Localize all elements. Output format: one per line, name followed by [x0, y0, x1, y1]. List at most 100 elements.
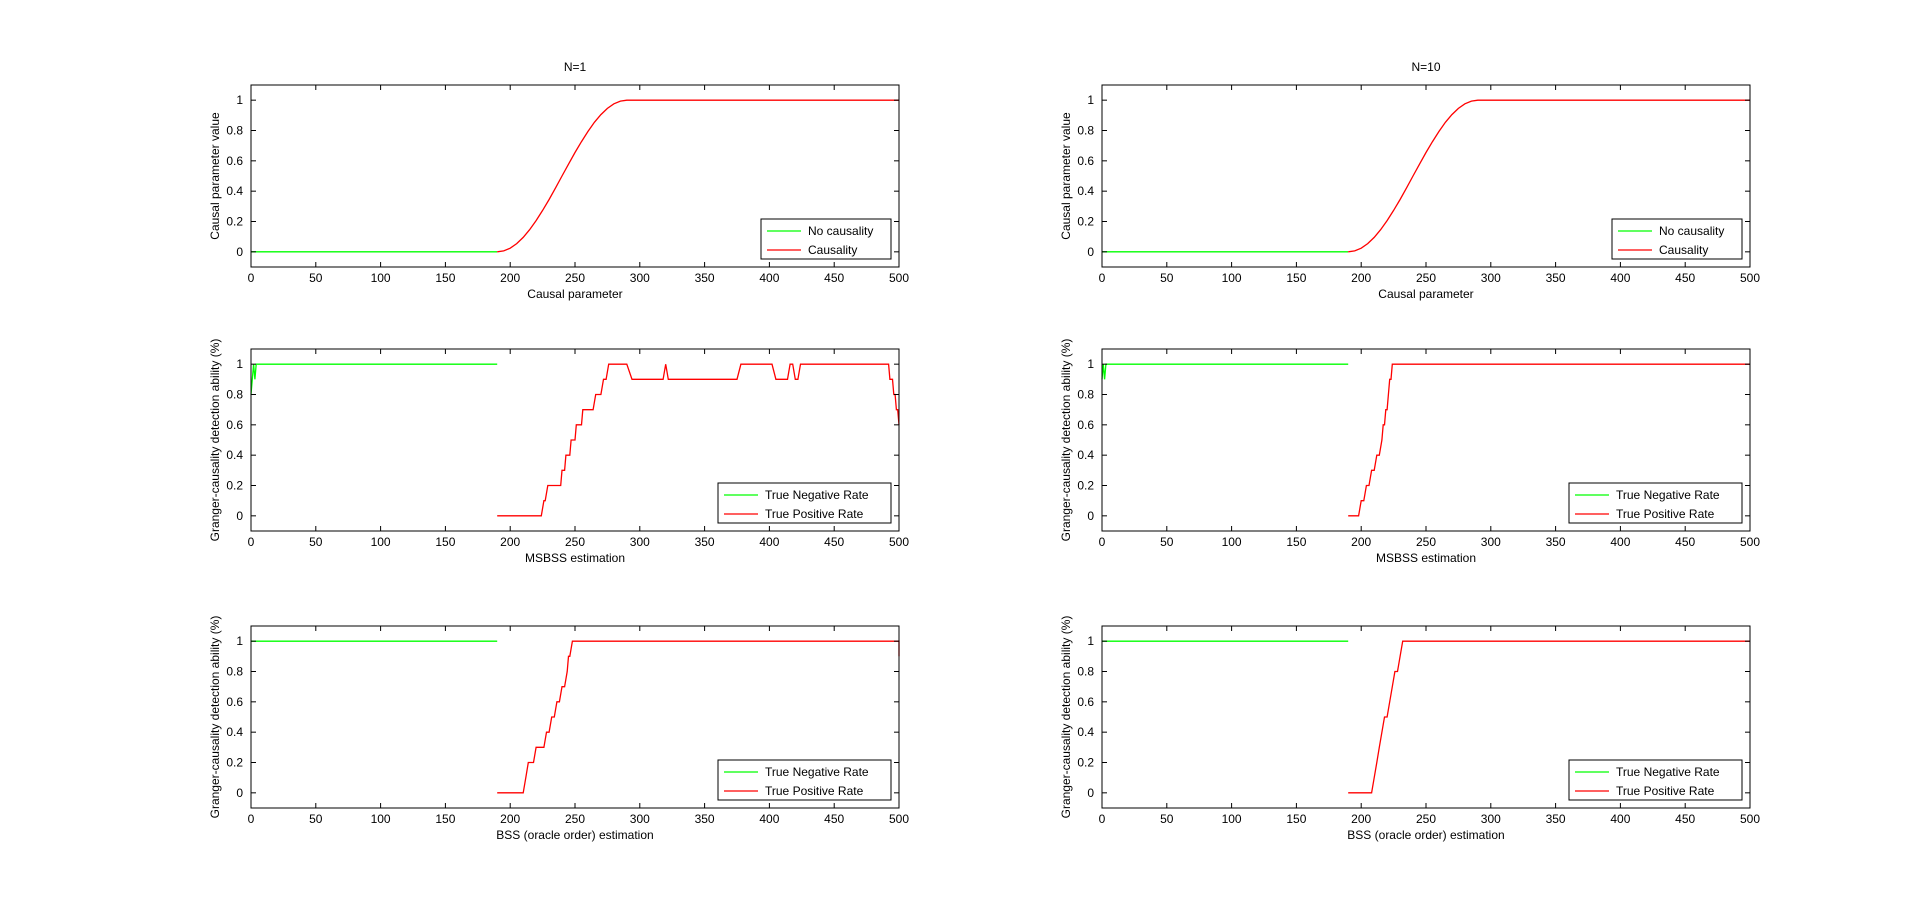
x-axis-label: Causal parameter [1378, 287, 1473, 301]
y-tick-label: 0 [236, 509, 243, 523]
x-axis-label: MSBSS estimation [1376, 551, 1476, 565]
series-line-red [1348, 363, 1750, 517]
y-axis-label: Granger-causality detection ability (%) [1059, 339, 1073, 542]
legend: True Negative Rate True Positive Rate [717, 759, 892, 801]
x-tick-label: 50 [309, 535, 323, 549]
x-tick-label: 350 [695, 812, 715, 826]
x-tick-label: 200 [500, 812, 520, 826]
x-tick-label: 0 [248, 271, 255, 285]
x-tick-label: 250 [1416, 535, 1436, 549]
legend-box [717, 759, 892, 801]
x-tick-label: 250 [565, 535, 585, 549]
y-tick-label: 0.2 [1077, 215, 1094, 229]
y-axis-label: Causal parameter value [1059, 112, 1073, 240]
x-tick-label: 200 [1351, 535, 1371, 549]
x-tick-label: 100 [371, 535, 391, 549]
y-tick-label: 0.2 [1077, 756, 1094, 770]
chart-n1-bss: 0 50 100 150 200 250 300 350 400 450 500 0 0.2 0.4 0.6… [208, 616, 909, 842]
x-tick-label: 100 [1222, 535, 1242, 549]
x-tick-label: 300 [1481, 812, 1501, 826]
x-tick-label: 400 [759, 812, 779, 826]
y-tick-label: 1 [236, 93, 243, 107]
y-tick-label: 0.4 [226, 184, 243, 198]
y-tick-label: 1 [236, 634, 243, 648]
x-tick-label: 150 [435, 535, 455, 549]
series-line-red [1348, 99, 1750, 253]
y-tick-label: 0.6 [226, 695, 243, 709]
y-axis-label: Granger-causality detection ability (%) [208, 616, 222, 819]
y-tick-label: 0 [236, 786, 243, 800]
series-line-red [497, 640, 900, 794]
x-tick-label: 250 [565, 812, 585, 826]
x-tick-label: 450 [1675, 271, 1695, 285]
x-tick-label: 0 [1099, 271, 1106, 285]
y-tick-label: 0.2 [226, 479, 243, 493]
x-tick-label: 350 [1546, 271, 1566, 285]
chart-n10-msbss: 0 50 100 150 200 250 300 350 400 450 500 0 0.2 0.4 0.6… [1059, 339, 1760, 565]
legend-label: No causality [808, 224, 873, 238]
x-tick-label: 500 [889, 535, 909, 549]
legend: No causality Causality [760, 218, 892, 260]
y-tick-label: 0.8 [226, 665, 243, 679]
x-tick-label: 100 [371, 812, 391, 826]
y-tick-label: 0.4 [226, 448, 243, 462]
x-tick-label: 0 [1099, 812, 1106, 826]
y-axis-label: Granger-causality detection ability (%) [1059, 616, 1073, 819]
y-tick-label: 0.6 [1077, 418, 1094, 432]
legend: True Negative Rate True Positive Rate [1568, 759, 1743, 801]
chart-n10-bss: 0 50 100 150 200 250 300 350 400 450 500 0 0.2 0.4 0.6… [1059, 616, 1760, 842]
y-tick-label: 0.2 [226, 215, 243, 229]
x-tick-label: 50 [1160, 271, 1174, 285]
x-tick-label: 400 [1610, 271, 1630, 285]
x-tick-label: 450 [1675, 812, 1695, 826]
legend-label: True Positive Rate [765, 784, 864, 798]
legend-label: No causality [1659, 224, 1724, 238]
x-tick-label: 450 [824, 812, 844, 826]
legend-label: Causality [808, 243, 857, 257]
y-tick-label: 0 [1087, 786, 1094, 800]
legend-label: True Negative Rate [765, 488, 869, 502]
x-tick-label: 200 [500, 535, 520, 549]
x-axis-label: BSS (oracle order) estimation [496, 828, 653, 842]
chart-title: N=1 [564, 60, 587, 74]
y-tick-label: 0.8 [1077, 124, 1094, 138]
legend-label: Causality [1659, 243, 1708, 257]
legend-box [760, 218, 892, 260]
y-axis-label: Granger-causality detection ability (%) [208, 339, 222, 542]
x-tick-label: 0 [248, 535, 255, 549]
legend-label: True Negative Rate [765, 765, 869, 779]
y-tick-label: 0.2 [1077, 479, 1094, 493]
x-tick-label: 100 [1222, 271, 1242, 285]
x-tick-label: 350 [695, 535, 715, 549]
y-tick-label: 0.6 [226, 418, 243, 432]
legend-box [1568, 759, 1743, 801]
legend-label: True Positive Rate [1616, 507, 1715, 521]
y-tick-label: 0.4 [1077, 184, 1094, 198]
x-tick-label: 350 [1546, 812, 1566, 826]
x-tick-label: 300 [1481, 271, 1501, 285]
series-line-red [1348, 640, 1750, 794]
y-tick-label: 0.4 [1077, 725, 1094, 739]
x-tick-label: 400 [759, 271, 779, 285]
x-tick-label: 250 [1416, 812, 1436, 826]
x-tick-label: 350 [1546, 535, 1566, 549]
y-tick-label: 0.4 [226, 725, 243, 739]
x-tick-label: 50 [309, 812, 323, 826]
x-tick-label: 400 [759, 535, 779, 549]
y-tick-label: 0.8 [226, 124, 243, 138]
chart-n1-causal: 0 50 100 150 200 250 300 350 400 450 500 0 0.2 0.4 0.6… [208, 60, 909, 301]
x-tick-label: 300 [1481, 535, 1501, 549]
legend-label: True Positive Rate [1616, 784, 1715, 798]
x-tick-label: 250 [565, 271, 585, 285]
x-axis-label: BSS (oracle order) estimation [1347, 828, 1504, 842]
x-tick-label: 150 [1286, 812, 1306, 826]
legend-box [717, 482, 892, 524]
x-tick-label: 350 [695, 271, 715, 285]
x-tick-label: 150 [435, 271, 455, 285]
y-tick-label: 0.4 [1077, 448, 1094, 462]
x-tick-label: 100 [1222, 812, 1242, 826]
y-tick-label: 0 [1087, 509, 1094, 523]
x-tick-label: 500 [1740, 535, 1760, 549]
legend-label: True Negative Rate [1616, 488, 1720, 502]
